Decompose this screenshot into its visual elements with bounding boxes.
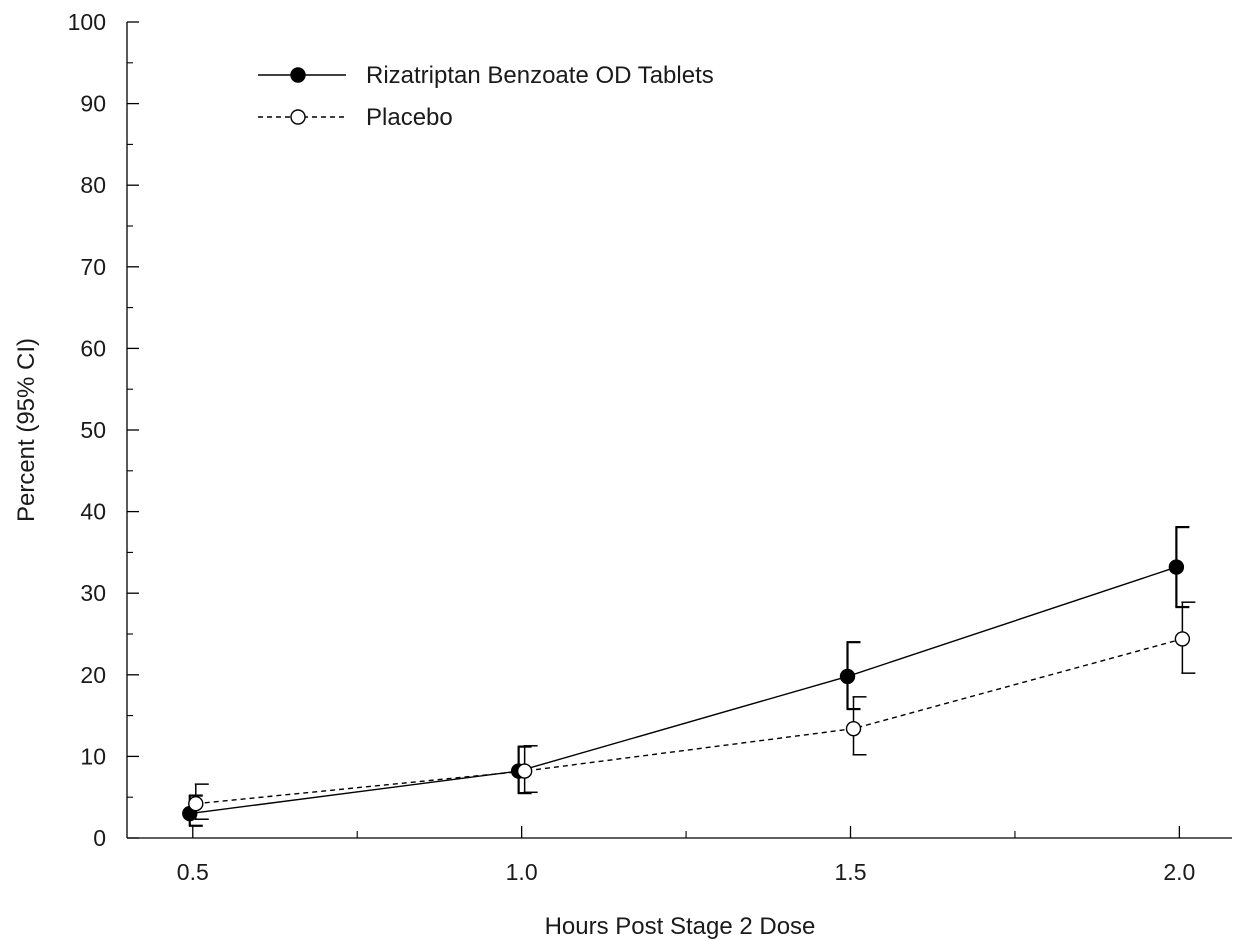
series-rizatriptan bbox=[182, 526, 1190, 827]
y-tick-label: 0 bbox=[93, 825, 106, 851]
data-point bbox=[516, 763, 533, 779]
legend-entry: Rizatriptan Benzoate OD Tablets bbox=[258, 62, 714, 89]
legend-marker bbox=[290, 67, 306, 83]
y-tick-label: 90 bbox=[80, 91, 106, 117]
legend: Rizatriptan Benzoate OD Tablets Placebo bbox=[258, 62, 714, 131]
y-tick-label: 60 bbox=[80, 335, 106, 361]
series-layer bbox=[182, 526, 1196, 827]
y-tick-label: 10 bbox=[80, 743, 106, 769]
legend-label: Rizatriptan Benzoate OD Tablets bbox=[366, 62, 714, 89]
y-axis-title: Percent (95% CI) bbox=[13, 338, 40, 522]
legend-marker bbox=[290, 109, 306, 125]
y-tick-label: 20 bbox=[80, 662, 106, 688]
y-tick-label: 80 bbox=[80, 172, 106, 198]
series-placebo bbox=[188, 601, 1196, 820]
x-tick-label: 1.0 bbox=[506, 859, 538, 885]
y-tick-label: 70 bbox=[80, 254, 106, 280]
y-tick-label: 100 bbox=[68, 9, 106, 35]
legend-entry: Placebo bbox=[258, 104, 453, 131]
y-tick-label: 50 bbox=[80, 417, 106, 443]
data-point bbox=[1174, 631, 1191, 647]
y-tick-label: 30 bbox=[80, 580, 106, 606]
axes: 0 10 20 30 40 50 60 70 80 90 100 0.5 1.0 1.5 2.0 bbox=[68, 9, 1232, 885]
x-axis-title: Hours Post Stage 2 Dose bbox=[545, 913, 816, 940]
series-line bbox=[189, 566, 1177, 815]
series-line bbox=[195, 638, 1183, 805]
x-tick-label: 0.5 bbox=[177, 859, 209, 885]
data-point bbox=[188, 796, 204, 812]
data-point bbox=[839, 668, 856, 685]
data-point bbox=[1168, 559, 1185, 575]
y-tick-label: 40 bbox=[80, 499, 106, 525]
x-tick-label: 1.5 bbox=[835, 859, 867, 885]
x-tick-label: 2.0 bbox=[1163, 859, 1195, 885]
legend-label: Placebo bbox=[366, 104, 453, 131]
data-point bbox=[845, 720, 862, 737]
